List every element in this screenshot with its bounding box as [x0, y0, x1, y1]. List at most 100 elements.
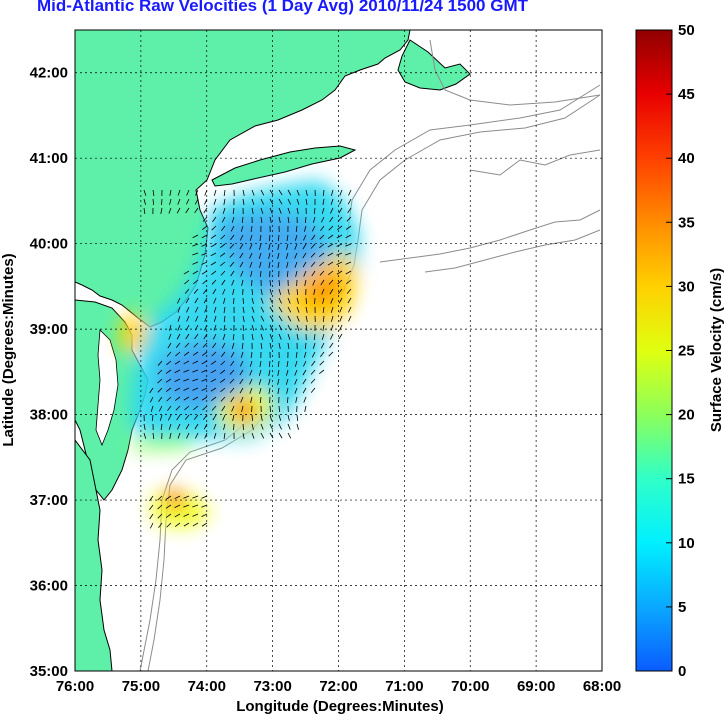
colorbar-tick-label: 40 — [678, 150, 695, 167]
velocity-arrow — [286, 270, 289, 278]
velocity-arrow — [328, 225, 334, 231]
velocity-arrow — [296, 315, 300, 322]
velocity-arrow — [185, 333, 190, 340]
velocity-arrow — [201, 369, 208, 373]
velocity-arrow — [201, 261, 208, 265]
velocity-arrow — [294, 369, 298, 376]
velocity-arrow — [241, 342, 244, 350]
velocity-arrow — [177, 432, 181, 439]
velocity-arrow — [157, 495, 163, 501]
velocity-arrow — [174, 504, 181, 508]
velocity-arrow — [346, 216, 352, 222]
velocity-arrow — [174, 387, 181, 392]
velocity-arrow — [312, 216, 316, 223]
velocity-arrow — [152, 432, 155, 440]
velocity-arrow — [204, 306, 208, 313]
y-tick-label: 35:00 — [30, 663, 68, 680]
velocity-arrow — [345, 243, 352, 247]
velocity-arrow — [318, 252, 325, 257]
velocity-arrow — [195, 306, 199, 313]
velocity-arrow — [250, 270, 253, 277]
velocity-arrow — [232, 288, 235, 295]
y-tick-label: 39:00 — [30, 321, 68, 338]
velocity-arrow — [260, 333, 264, 340]
velocity-arrow — [287, 432, 292, 439]
velocity-arrow — [278, 405, 281, 413]
velocity-arrow — [204, 432, 208, 439]
velocity-arrow — [260, 207, 264, 214]
velocity-arrow — [233, 297, 235, 305]
velocity-arrow — [151, 414, 154, 422]
velocity-arrow — [211, 279, 217, 285]
velocity-arrow — [260, 342, 263, 349]
velocity-arrow — [201, 513, 208, 517]
velocity-arrow — [186, 315, 190, 322]
velocity-arrow — [313, 288, 316, 295]
velocity-arrow — [286, 360, 289, 367]
velocity-arrow — [166, 522, 172, 528]
velocity-arrow — [157, 369, 163, 375]
x-tick-label: 71:00 — [385, 678, 423, 695]
velocity-arrow — [320, 342, 325, 349]
velocity-arrow — [231, 279, 235, 286]
velocity-arrow — [220, 387, 226, 393]
velocity-arrow — [230, 396, 235, 403]
velocity-arrow — [260, 414, 263, 421]
velocity-arrow — [210, 378, 217, 383]
velocity-arrow — [192, 351, 199, 356]
velocity-arrow — [192, 234, 199, 239]
velocity-arrow — [160, 423, 163, 430]
velocity-arrow — [296, 297, 299, 304]
velocity-arrow — [250, 396, 253, 403]
velocity-arrow — [157, 513, 163, 519]
velocity-arrow — [202, 225, 208, 231]
velocity-arrow — [294, 378, 298, 385]
velocity-arrow — [278, 342, 281, 349]
velocity-arrow — [346, 288, 352, 294]
velocity-arrow — [348, 306, 352, 313]
velocity-arrow — [337, 279, 343, 285]
velocity-arrow — [310, 369, 316, 375]
x-tick-label: 75:00 — [122, 678, 160, 695]
velocity-arrow — [195, 189, 199, 196]
velocity-arrow — [177, 198, 181, 205]
velocity-arrow — [329, 342, 334, 349]
velocity-arrow — [240, 351, 244, 358]
velocity-arrow — [249, 261, 253, 268]
velocity-arrow — [287, 324, 291, 331]
velocity-arrow — [229, 369, 235, 375]
velocity-arrow — [177, 423, 181, 430]
velocity-arrows — [143, 189, 352, 529]
velocity-arrow — [304, 342, 307, 350]
velocity-arrow — [305, 198, 308, 205]
velocity-arrow — [239, 369, 244, 376]
velocity-arrow — [296, 207, 299, 214]
velocity-arrow — [278, 198, 283, 205]
velocity-arrow — [310, 261, 316, 267]
velocity-arrow — [260, 216, 263, 223]
velocity-arrow — [322, 306, 325, 313]
velocity-arrow — [250, 351, 253, 358]
velocity-arrow — [176, 333, 181, 340]
velocity-arrow — [212, 216, 217, 223]
velocity-arrow — [213, 432, 217, 439]
velocity-arrow — [286, 396, 289, 404]
velocity-arrow — [230, 351, 235, 358]
velocity-arrow — [345, 261, 352, 265]
velocity-arrow — [230, 270, 235, 277]
velocity-arrow — [296, 306, 300, 313]
velocity-arrow — [278, 189, 283, 196]
velocity-arrow — [338, 288, 343, 295]
velocity-arrow — [296, 189, 300, 196]
velocity-arrow — [260, 189, 265, 196]
velocity-arrow — [294, 261, 298, 268]
velocity-arrow — [192, 504, 199, 508]
velocity-arrow — [192, 396, 199, 401]
velocity-arrow — [269, 432, 274, 439]
velocity-arrow — [278, 423, 282, 430]
colorbar-tick-label: 50 — [678, 22, 695, 39]
velocity-arrow — [183, 522, 190, 527]
velocity-arrow — [330, 207, 334, 214]
velocity-arrow — [184, 279, 190, 285]
velocity-arrow — [229, 387, 235, 393]
